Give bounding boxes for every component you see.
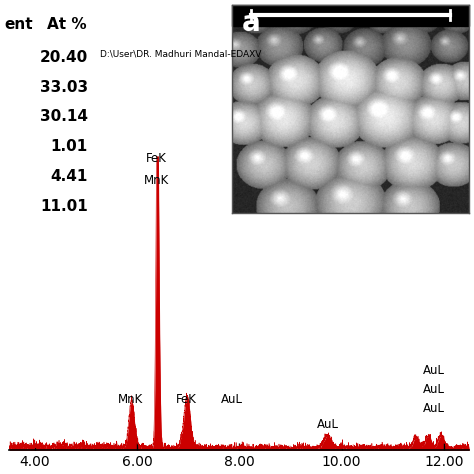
- Text: AuL: AuL: [317, 418, 339, 431]
- Text: 30.14: 30.14: [40, 109, 88, 125]
- Text: At %: At %: [47, 17, 87, 32]
- Text: 4.41: 4.41: [50, 169, 88, 184]
- Bar: [232, 5, 469, 26]
- Text: MnK: MnK: [144, 174, 169, 187]
- Text: FeK: FeK: [176, 393, 197, 406]
- Text: MnK: MnK: [118, 393, 143, 406]
- Text: ent: ent: [5, 17, 33, 32]
- Text: a: a: [242, 9, 261, 37]
- Text: 1.01: 1.01: [50, 139, 88, 155]
- Text: D:\User\DR. Madhuri Mandal-EDAXV: D:\User\DR. Madhuri Mandal-EDAXV: [100, 50, 261, 59]
- Text: AuL: AuL: [221, 393, 243, 406]
- Text: 20.40: 20.40: [39, 50, 88, 65]
- Text: FeK: FeK: [146, 152, 167, 165]
- Text: 33.03: 33.03: [39, 80, 88, 95]
- Text: AuL: AuL: [422, 364, 445, 377]
- Text: AuL: AuL: [422, 402, 445, 415]
- Text: 11.01: 11.01: [40, 199, 88, 214]
- Text: AuL: AuL: [422, 383, 445, 396]
